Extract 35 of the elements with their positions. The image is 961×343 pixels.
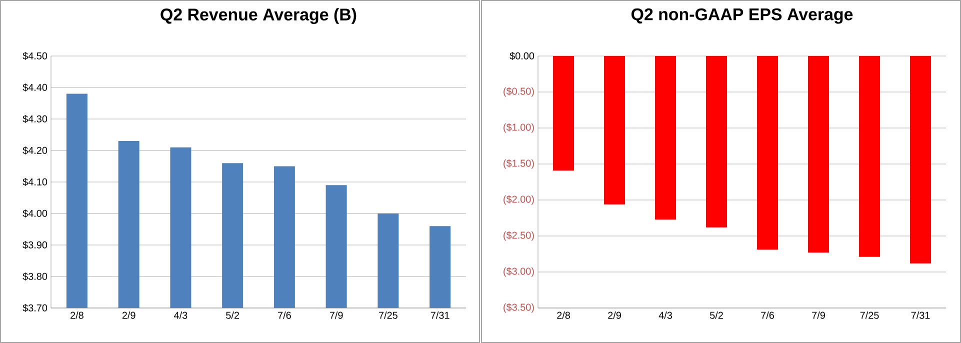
y-tick-label: $4.40 bbox=[22, 83, 48, 92]
x-tick-label: 7/31 bbox=[911, 312, 930, 319]
y-tick-label: $4.30 bbox=[22, 114, 48, 124]
x-tick-label: 2/8 bbox=[557, 312, 570, 319]
y-tick-label: $3.70 bbox=[22, 304, 48, 312]
x-tick-label: 2/9 bbox=[122, 312, 136, 319]
y-tick-label: $4.00 bbox=[22, 209, 48, 218]
x-tick-label: 7/6 bbox=[761, 312, 774, 319]
y-tick-label: ($2.00) bbox=[504, 195, 534, 205]
chart-title: Q2 non-GAAP EPS Average bbox=[631, 8, 853, 24]
y-tick-label: ($1.00) bbox=[504, 123, 534, 133]
y-tick-label: ($2.50) bbox=[504, 231, 534, 241]
y-tick-label: $3.80 bbox=[22, 272, 48, 281]
x-tick-label: 2/9 bbox=[608, 312, 621, 319]
x-tick-label: 7/6 bbox=[278, 312, 291, 319]
x-tick-label: 7/9 bbox=[330, 312, 343, 319]
y-tick-label: $3.90 bbox=[22, 240, 48, 250]
x-tick-label: 4/3 bbox=[658, 312, 672, 319]
x-tick-label: 7/25 bbox=[379, 312, 398, 319]
y-tick-label: ($3.50) bbox=[504, 303, 534, 313]
x-tick-label: 2/8 bbox=[70, 312, 84, 319]
x-tick-label: 4/3 bbox=[174, 312, 188, 319]
y-tick-label: $4.50 bbox=[22, 52, 48, 60]
y-tick-label: ($1.50) bbox=[504, 159, 534, 169]
x-tick-label: 7/25 bbox=[860, 312, 879, 319]
x-tick-label: 5/2 bbox=[710, 312, 723, 319]
y-tick-label: ($0.50) bbox=[504, 87, 534, 97]
x-tick-label: 7/9 bbox=[812, 312, 825, 319]
chart-title: Q2 Revenue Average (B) bbox=[160, 8, 356, 24]
x-tick-label: 5/2 bbox=[226, 312, 239, 319]
x-tick-label: 7/31 bbox=[430, 312, 450, 319]
y-tick-label: ($3.00) bbox=[504, 267, 534, 277]
y-tick-label: $4.10 bbox=[22, 178, 48, 186]
y-tick-label: $0.00 bbox=[510, 52, 534, 60]
y-tick-label: $4.20 bbox=[22, 146, 48, 155]
